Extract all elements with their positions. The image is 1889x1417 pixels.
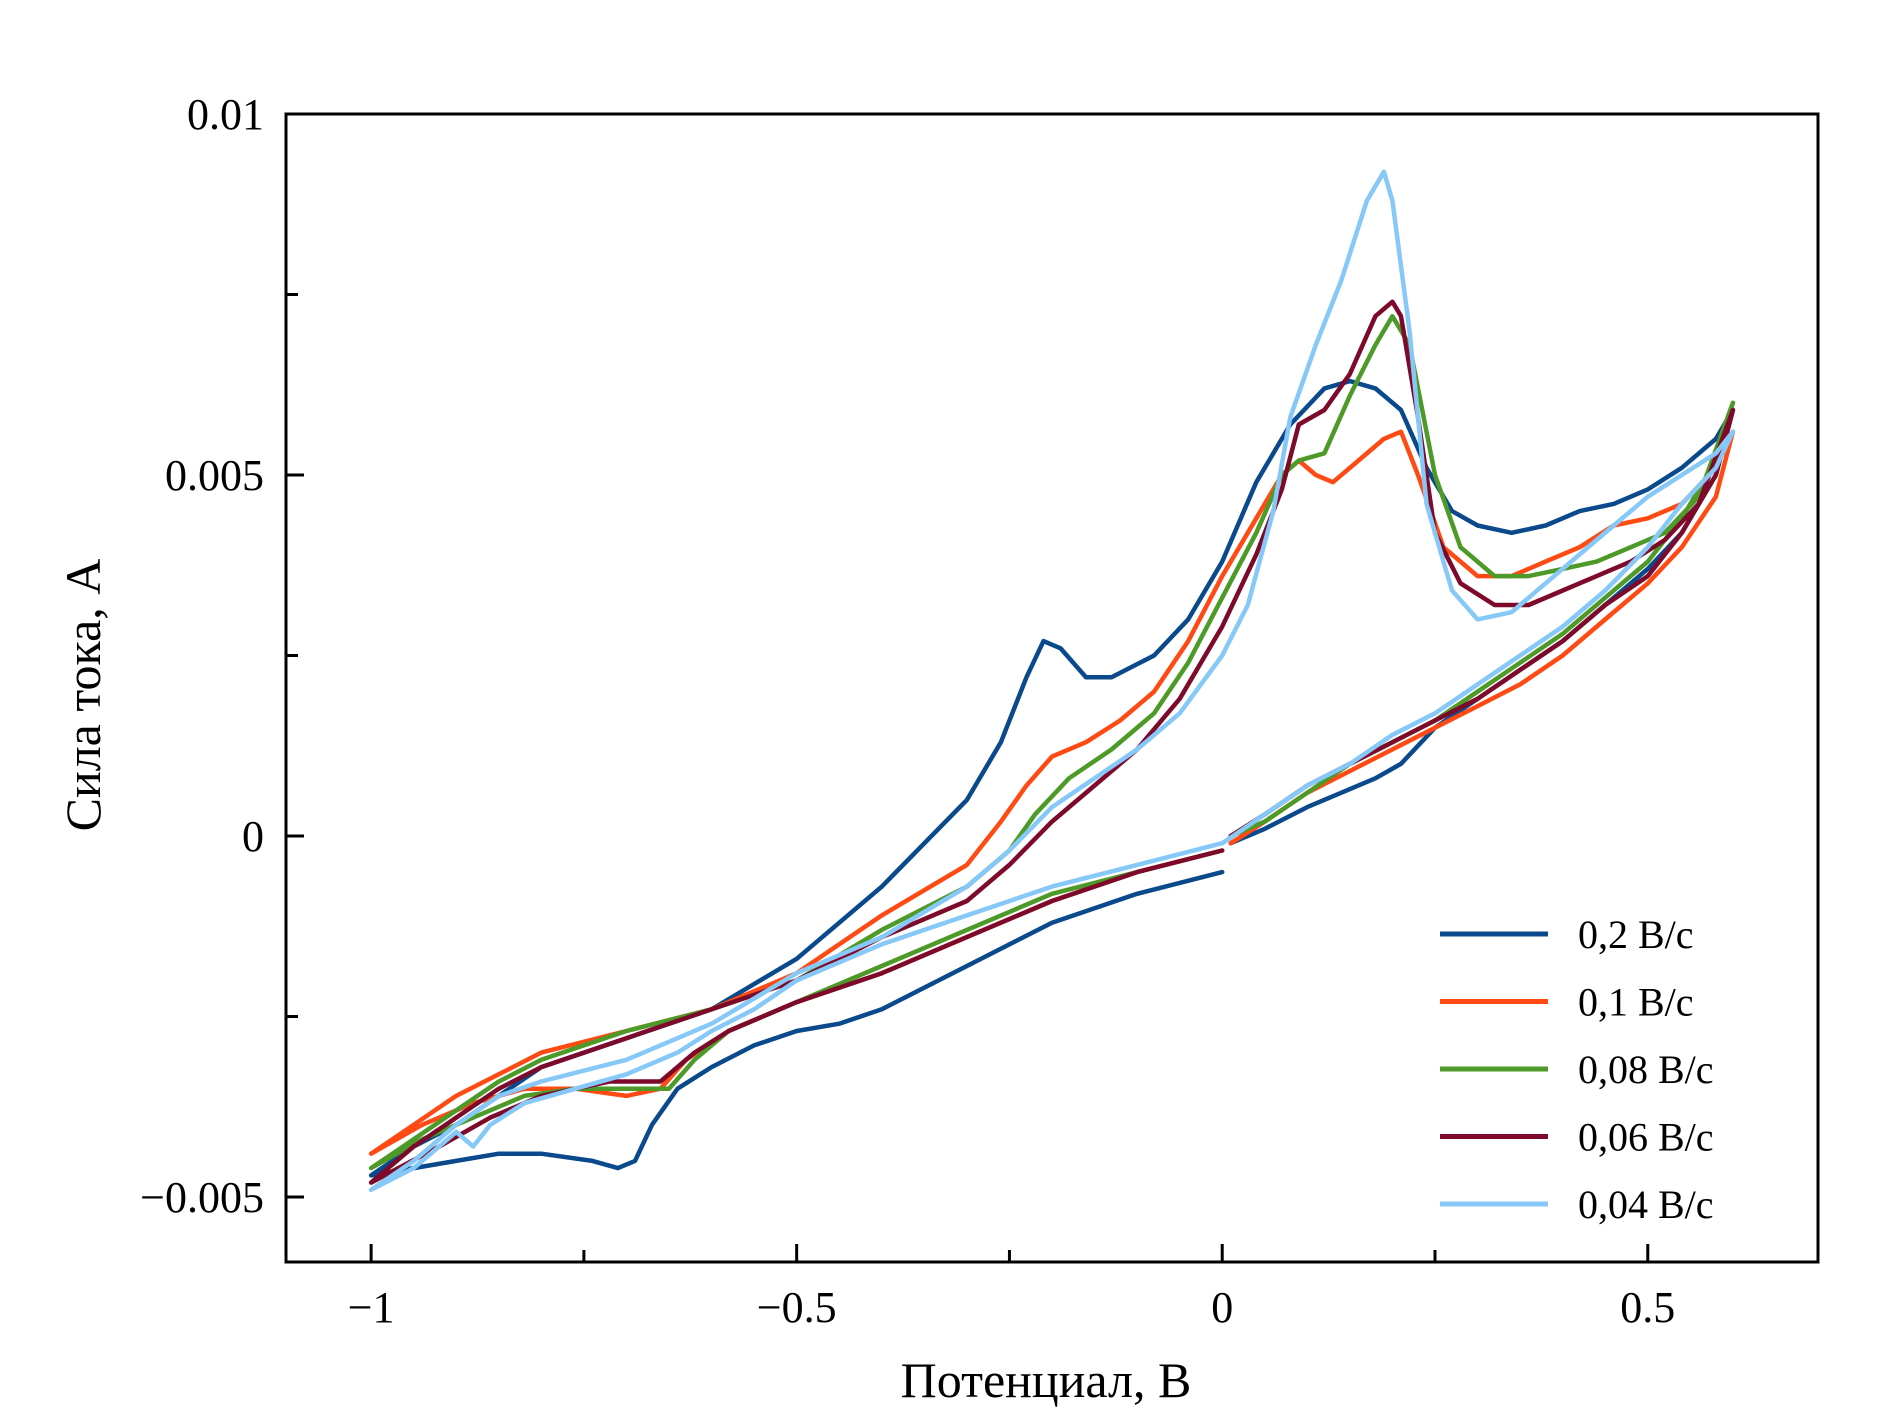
series-line-0 bbox=[368, 378, 1736, 1178]
legend-label-3: 0,06 В/с bbox=[1578, 1115, 1714, 1160]
series-line-3 bbox=[368, 299, 1736, 1185]
series-line-1 bbox=[368, 429, 1736, 1156]
y-tick-label-0: −0.005 bbox=[140, 1173, 264, 1222]
x-tick-label-1: −0.5 bbox=[757, 1283, 837, 1332]
y-tick-label-3: 0.01 bbox=[187, 90, 264, 139]
legend-label-0: 0,2 В/с bbox=[1578, 912, 1694, 957]
legend: 0,2 В/с 0,1 В/с 0,08 В/с 0,06 В/с 0,04 В/с bbox=[1440, 912, 1714, 1227]
y-axis-title: Сила тока, А bbox=[55, 559, 111, 832]
legend-label-2: 0,08 В/с bbox=[1578, 1047, 1714, 1092]
legend-label-4: 0,04 В/с bbox=[1578, 1182, 1714, 1227]
legend-label-1: 0,1 В/с bbox=[1578, 980, 1694, 1025]
axes-layer: −1 −0.5 0 0.5 −0.005 0 0.005 0.01 bbox=[140, 90, 1820, 1332]
y-tick-label-2: 0.005 bbox=[165, 451, 264, 500]
y-tick-label-1: 0 bbox=[242, 812, 264, 861]
series-line-4 bbox=[368, 169, 1736, 1193]
x-tick-label-3: 0.5 bbox=[1620, 1283, 1675, 1332]
x-tick-label-2: 0 bbox=[1211, 1283, 1233, 1332]
series-layer bbox=[368, 169, 1736, 1193]
plot-frame bbox=[284, 112, 1820, 1264]
x-tick-label-0: −1 bbox=[348, 1283, 395, 1332]
x-axis-title: Потенциал, В bbox=[901, 1352, 1192, 1408]
